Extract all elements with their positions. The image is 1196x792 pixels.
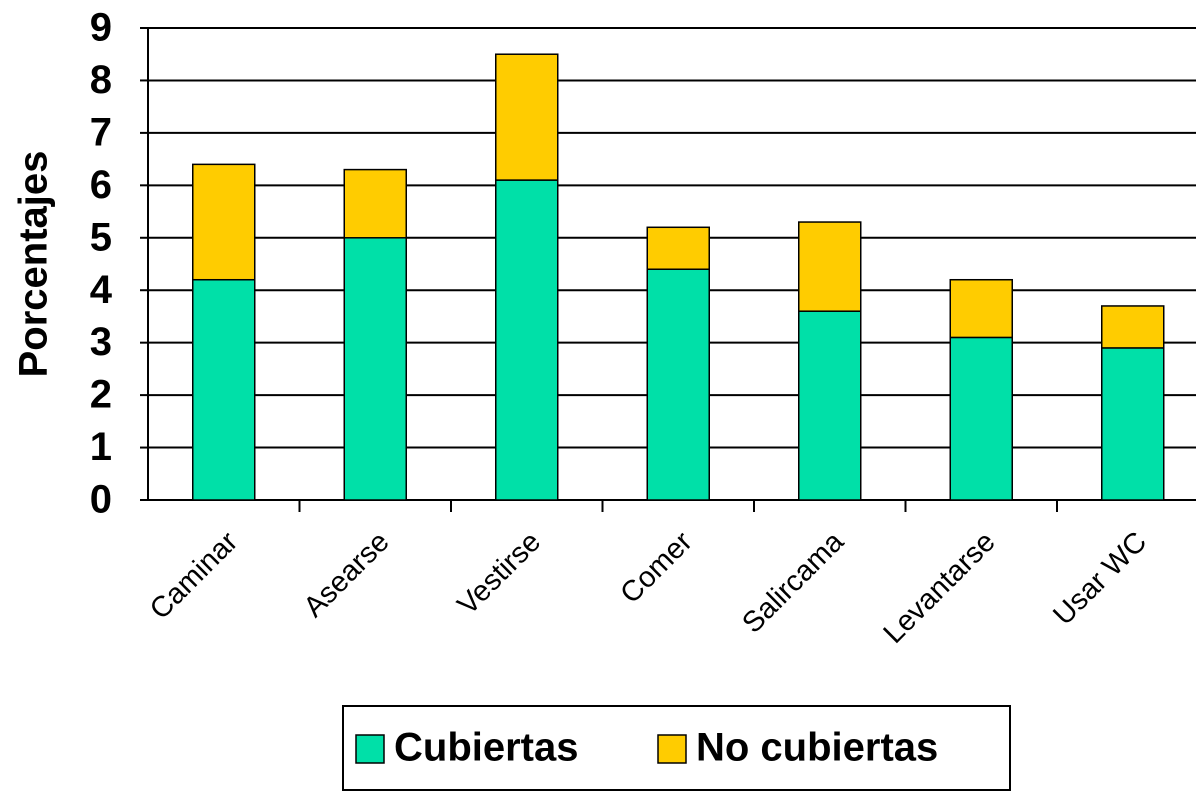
bar-segment (192, 163, 256, 281)
legend-label: No cubiertas (696, 726, 938, 770)
bar-segment (192, 278, 256, 501)
bar-segment (495, 179, 559, 501)
y-tick-label: 6 (90, 163, 112, 207)
x-tick-label: Asearse (298, 526, 396, 624)
y-tick-label: 0 (90, 478, 112, 522)
bar-segment (949, 278, 1013, 339)
y-tick-label: 4 (90, 268, 113, 312)
y-tick-label: 2 (90, 373, 112, 417)
x-tick-label: Caminar (144, 525, 244, 625)
bar-segment (1101, 305, 1165, 349)
x-tick-label: Levantarse (878, 526, 1002, 650)
y-tick-label: 5 (90, 215, 112, 259)
bar-segment (495, 53, 559, 181)
y-tick-label: 1 (90, 425, 112, 469)
bar-segment (646, 268, 710, 501)
y-tick-label: 7 (90, 110, 112, 154)
bar-segment (1101, 347, 1165, 501)
bar-segment (646, 226, 710, 270)
bar-segment (798, 310, 862, 501)
x-tick-label: Vestirse (452, 526, 548, 622)
x-tick-label: Salircama (736, 525, 850, 639)
y-tick-label: 8 (90, 58, 112, 102)
x-tick-label: Comer (614, 525, 698, 609)
legend-swatch (657, 734, 687, 764)
bar-segment (798, 221, 862, 312)
x-tick-label: Usar WC (1047, 526, 1153, 632)
y-axis-title: Porcentajes (12, 151, 56, 378)
legend-swatch (355, 734, 385, 764)
bar-segment (949, 336, 1013, 501)
bar-segment (343, 237, 407, 501)
y-tick-label: 9 (90, 6, 112, 50)
bar-segment (343, 168, 407, 239)
y-tick-label: 3 (90, 320, 112, 364)
legend-label: Cubiertas (394, 726, 579, 770)
